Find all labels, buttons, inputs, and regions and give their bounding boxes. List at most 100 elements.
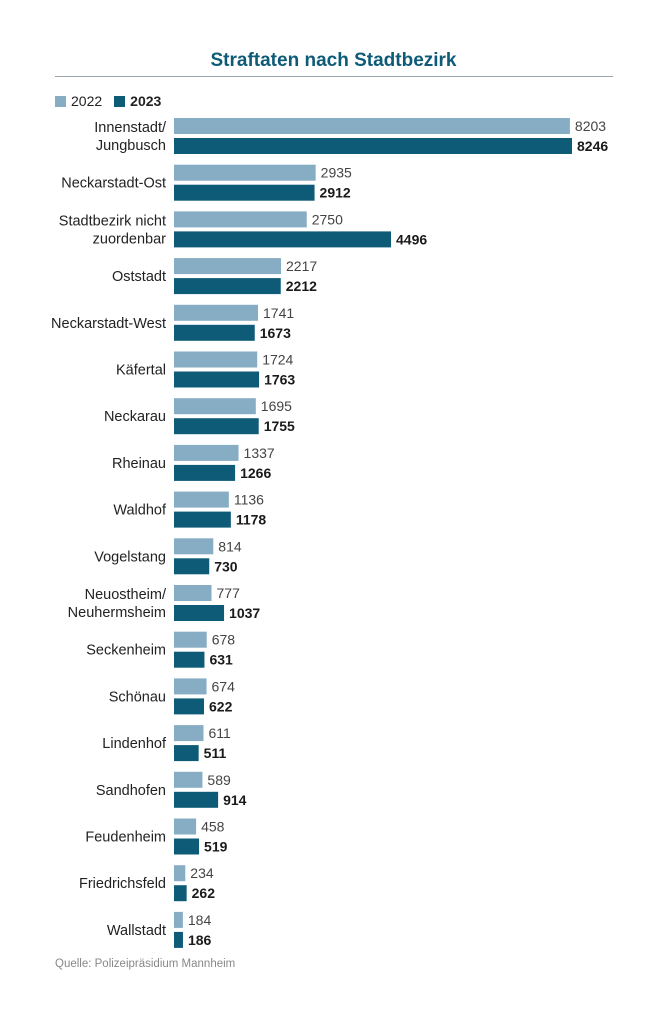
source-note: Quelle: Polizeipräsidium Mannheim <box>55 958 236 970</box>
bar-2022-neckarstadt-ost <box>174 164 316 181</box>
value-label-2023-lindenhof: 511 <box>204 745 227 761</box>
bar-2022-neckarau <box>174 398 256 415</box>
value-label-2023-neckarstadt-ost: 2912 <box>320 185 351 201</box>
legend-item-2023: 2023 <box>114 93 161 109</box>
category-label-innenstadt-jungbusch-line2: Jungbusch <box>96 138 166 154</box>
category-label-friedrichsfeld: Friedrichsfeld <box>79 876 166 892</box>
bar-2023-schönau <box>174 698 205 715</box>
value-label-2022-waldhof: 1136 <box>234 492 264 508</box>
value-label-2023-waldhof: 1178 <box>236 512 267 528</box>
bar-2022-oststadt <box>174 258 282 275</box>
bar-2023-stadtbezirk-nicht-zuordenbar <box>174 231 392 248</box>
value-label-2023-neuostheim-neuhermsheim: 1037 <box>229 605 260 621</box>
category-label-neuostheim-neuhermsheim-line1: Neuostheim/ <box>85 587 167 603</box>
value-label-2022-neckarau: 1695 <box>261 398 292 414</box>
bar-2023-käfertal <box>174 371 260 388</box>
bar-2023-friedrichsfeld <box>174 885 187 902</box>
value-label-2022-neuostheim-neuhermsheim: 777 <box>217 585 241 601</box>
category-label-sandhofen: Sandhofen <box>96 783 166 799</box>
value-label-2022-feudenheim: 458 <box>201 819 225 835</box>
value-label-2023-oststadt: 2212 <box>286 278 317 294</box>
value-label-2023-feudenheim: 519 <box>204 839 228 855</box>
bar-2023-lindenhof <box>174 745 199 762</box>
value-label-2022-käfertal: 1724 <box>262 352 293 368</box>
bar-2022-käfertal <box>174 351 258 368</box>
bar-2023-wallstadt <box>174 931 183 948</box>
legend-label-2023: 2023 <box>130 93 162 109</box>
category-label-feudenheim: Feudenheim <box>85 830 166 846</box>
category-label-rheinau: Rheinau <box>112 456 166 472</box>
value-label-2022-schönau: 674 <box>212 678 236 694</box>
category-label-stadtbezirk-nicht-zuordenbar-line2: zuordenbar <box>93 231 167 247</box>
value-label-2022-innenstadt-jungbusch: 8203 <box>575 118 606 134</box>
category-label-lindenhof: Lindenhof <box>102 736 167 752</box>
category-label-neckarstadt-west: Neckarstadt-West <box>51 316 166 332</box>
category-label-neckarau: Neckarau <box>104 409 166 425</box>
value-label-2022-vogelstang: 814 <box>218 538 242 554</box>
category-label-oststadt: Oststadt <box>112 269 166 285</box>
category-label-seckenheim: Seckenheim <box>86 643 166 659</box>
value-label-2023-stadtbezirk-nicht-zuordenbar: 4496 <box>396 231 427 247</box>
bar-2023-rheinau <box>174 464 236 481</box>
bar-2022-seckenheim <box>174 631 207 648</box>
category-label-stadtbezirk-nicht-zuordenbar-line1: Stadtbezirk nicht <box>59 213 166 229</box>
value-label-2022-friedrichsfeld: 234 <box>190 865 214 881</box>
value-label-2023-innenstadt-jungbusch: 8246 <box>577 138 608 154</box>
legend: 2022 2023 <box>55 92 173 110</box>
category-label-neckarstadt-ost: Neckarstadt-Ost <box>61 176 166 192</box>
value-label-2022-oststadt: 2217 <box>286 258 317 274</box>
value-label-2023-vogelstang: 730 <box>214 558 238 574</box>
value-label-2023-käfertal: 1763 <box>264 372 295 388</box>
bar-2022-rheinau <box>174 444 239 461</box>
value-label-2022-stadtbezirk-nicht-zuordenbar: 2750 <box>312 211 343 227</box>
bar-2023-vogelstang <box>174 558 210 575</box>
value-label-2023-friedrichsfeld: 262 <box>192 885 216 901</box>
value-label-2022-sandhofen: 589 <box>207 772 231 788</box>
bar-2023-neckarau <box>174 418 259 435</box>
value-label-2022-rheinau: 1337 <box>244 445 275 461</box>
value-label-2023-seckenheim: 631 <box>209 652 233 668</box>
legend-label-2022: 2022 <box>71 93 103 109</box>
value-label-2023-sandhofen: 914 <box>223 792 247 808</box>
legend-item-2022: 2022 <box>55 93 102 109</box>
category-label-vogelstang: Vogelstang <box>94 549 166 565</box>
bar-2022-stadtbezirk-nicht-zuordenbar <box>174 211 307 228</box>
legend-swatch-2023 <box>114 95 126 107</box>
bar-2022-friedrichsfeld <box>174 865 186 882</box>
bar-2022-wallstadt <box>174 911 183 928</box>
bar-2023-sandhofen <box>174 791 219 808</box>
value-label-2023-neckarstadt-west: 1673 <box>260 325 291 341</box>
bar-2022-schönau <box>174 678 207 695</box>
bar-2022-lindenhof <box>174 725 204 742</box>
value-label-2022-neckarstadt-west: 1741 <box>263 305 294 321</box>
title-divider <box>55 76 613 77</box>
value-label-2022-neckarstadt-ost: 2935 <box>321 165 352 181</box>
legend-swatch-2022 <box>55 95 66 107</box>
bar-2023-innenstadt-jungbusch <box>174 138 572 154</box>
bar-2023-oststadt <box>174 278 281 295</box>
bar-2022-sandhofen <box>174 771 203 788</box>
bar-2022-feudenheim <box>174 818 197 835</box>
bar-2023-neckarstadt-west <box>174 324 255 341</box>
category-label-wallstadt: Wallstadt <box>107 923 166 939</box>
bar-2022-waldhof <box>174 491 229 508</box>
category-label-käfertal: Käfertal <box>116 363 166 379</box>
value-label-2023-rheinau: 1266 <box>240 465 271 481</box>
bar-2023-neckarstadt-ost <box>174 184 315 201</box>
bar-2022-neckarstadt-west <box>174 304 259 321</box>
value-label-2022-seckenheim: 678 <box>212 632 236 648</box>
bar-2022-innenstadt-jungbusch <box>174 118 570 134</box>
bar-2023-neuostheim-neuhermsheim <box>174 605 225 621</box>
bar-2023-feudenheim <box>174 838 200 855</box>
bar-2022-vogelstang <box>174 538 214 555</box>
value-label-2022-wallstadt: 184 <box>188 912 212 928</box>
bar-2023-waldhof <box>174 511 231 528</box>
value-label-2023-wallstadt: 186 <box>188 932 212 948</box>
category-label-waldhof: Waldhof <box>113 503 167 519</box>
chart-title: Straftaten nach Stadtbezirk <box>210 50 457 71</box>
category-label-neuostheim-neuhermsheim-line2: Neuhermsheim <box>68 605 166 621</box>
category-label-innenstadt-jungbusch-line1: Innenstadt/ <box>94 120 167 136</box>
bar-2022-neuostheim-neuhermsheim <box>174 585 212 601</box>
bar-2023-seckenheim <box>174 651 205 668</box>
